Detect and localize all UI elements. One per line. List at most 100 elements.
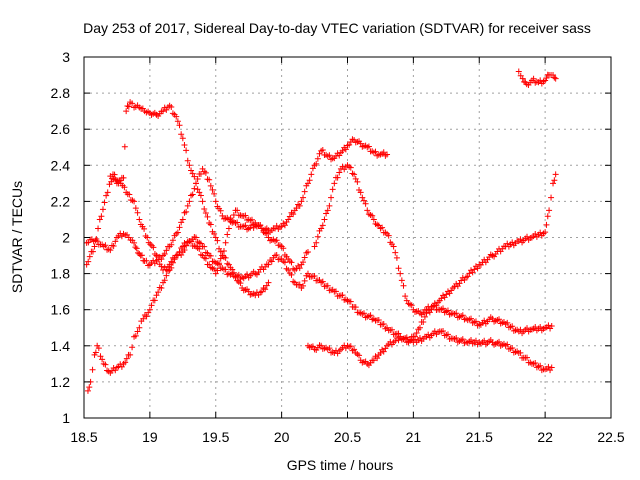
data-point xyxy=(118,363,125,370)
data-point xyxy=(372,148,379,155)
data-point xyxy=(413,329,420,336)
data-point xyxy=(300,259,307,266)
data-point xyxy=(515,68,522,75)
y-tick-label: 3 xyxy=(62,49,70,65)
data-point xyxy=(121,184,128,191)
data-point xyxy=(273,222,280,229)
data-point xyxy=(545,322,552,329)
data-point xyxy=(141,225,148,232)
series-track-b xyxy=(107,99,272,299)
data-point xyxy=(107,247,114,254)
data-point xyxy=(216,260,223,267)
data-point xyxy=(120,174,127,181)
data-point xyxy=(380,348,387,355)
data-point xyxy=(124,102,131,109)
data-point xyxy=(278,223,285,230)
data-point xyxy=(365,143,372,150)
data-point xyxy=(163,272,170,279)
data-point xyxy=(342,146,349,153)
data-point xyxy=(91,243,98,250)
data-point xyxy=(543,221,550,228)
data-point xyxy=(234,207,241,214)
data-point xyxy=(354,178,361,185)
y-tick-label: 2.8 xyxy=(51,85,71,101)
data-point xyxy=(313,239,320,246)
data-point xyxy=(351,171,358,178)
data-point xyxy=(131,239,138,246)
data-point xyxy=(453,310,460,317)
data-point xyxy=(314,233,321,240)
data-point xyxy=(262,286,269,293)
data-point xyxy=(444,331,451,338)
data-point xyxy=(219,252,226,259)
data-point xyxy=(331,180,338,187)
data-point xyxy=(224,231,231,238)
series-track-e xyxy=(304,171,559,369)
data-point xyxy=(183,208,190,215)
data-point xyxy=(214,267,221,274)
data-point xyxy=(211,230,218,237)
data-point xyxy=(184,202,191,209)
data-point xyxy=(392,249,399,256)
chart-title: Day 253 of 2017, Sidereal Day-to-day VTE… xyxy=(83,20,591,36)
data-point xyxy=(132,205,139,212)
y-tick-label: 1.8 xyxy=(51,266,71,282)
data-point xyxy=(265,261,272,268)
data-point xyxy=(398,277,405,284)
data-point xyxy=(169,237,176,244)
data-point xyxy=(543,74,550,81)
data-point xyxy=(96,216,103,223)
data-point xyxy=(102,361,109,368)
data-point xyxy=(245,288,252,295)
data-point xyxy=(132,244,139,251)
data-point xyxy=(356,352,363,359)
data-point xyxy=(402,293,409,300)
y-axis-label: SDTVAR / TECUs xyxy=(9,181,25,293)
data-point xyxy=(552,75,559,82)
data-point xyxy=(183,242,190,249)
x-tick-label: 19 xyxy=(142,429,158,445)
data-point xyxy=(380,149,387,156)
data-point xyxy=(207,182,214,189)
data-point xyxy=(347,343,354,350)
data-point xyxy=(421,313,428,320)
data-point xyxy=(296,265,303,272)
grid-lines xyxy=(84,57,611,418)
data-point xyxy=(334,174,341,181)
data-point xyxy=(181,246,188,253)
data-point xyxy=(179,243,186,250)
data-point xyxy=(194,176,201,183)
data-point xyxy=(263,230,270,237)
data-point xyxy=(161,251,168,258)
data-point xyxy=(288,259,295,266)
data-point xyxy=(173,113,180,120)
data-point xyxy=(496,316,503,323)
data-point xyxy=(412,333,419,340)
data-point xyxy=(125,103,132,110)
data-point xyxy=(168,103,175,110)
data-point xyxy=(189,170,196,177)
data-point xyxy=(311,272,318,279)
series-track-c xyxy=(84,207,311,394)
x-tick-label: 20 xyxy=(274,429,290,445)
data-point xyxy=(160,108,167,115)
data-point xyxy=(379,224,386,231)
data-point xyxy=(265,279,272,286)
data-point xyxy=(102,242,109,249)
data-point xyxy=(285,266,292,273)
data-point xyxy=(313,160,320,167)
x-tick-label: 21.5 xyxy=(466,429,493,445)
data-point xyxy=(336,169,343,176)
data-point xyxy=(474,265,481,272)
data-point xyxy=(121,143,128,150)
data-point xyxy=(202,169,209,176)
data-point xyxy=(444,307,451,314)
data-point xyxy=(296,281,303,288)
data-point xyxy=(524,325,531,332)
data-point xyxy=(178,252,185,259)
data-point xyxy=(304,180,311,187)
data-point xyxy=(179,135,186,142)
data-point xyxy=(216,245,223,252)
data-point xyxy=(359,194,366,201)
